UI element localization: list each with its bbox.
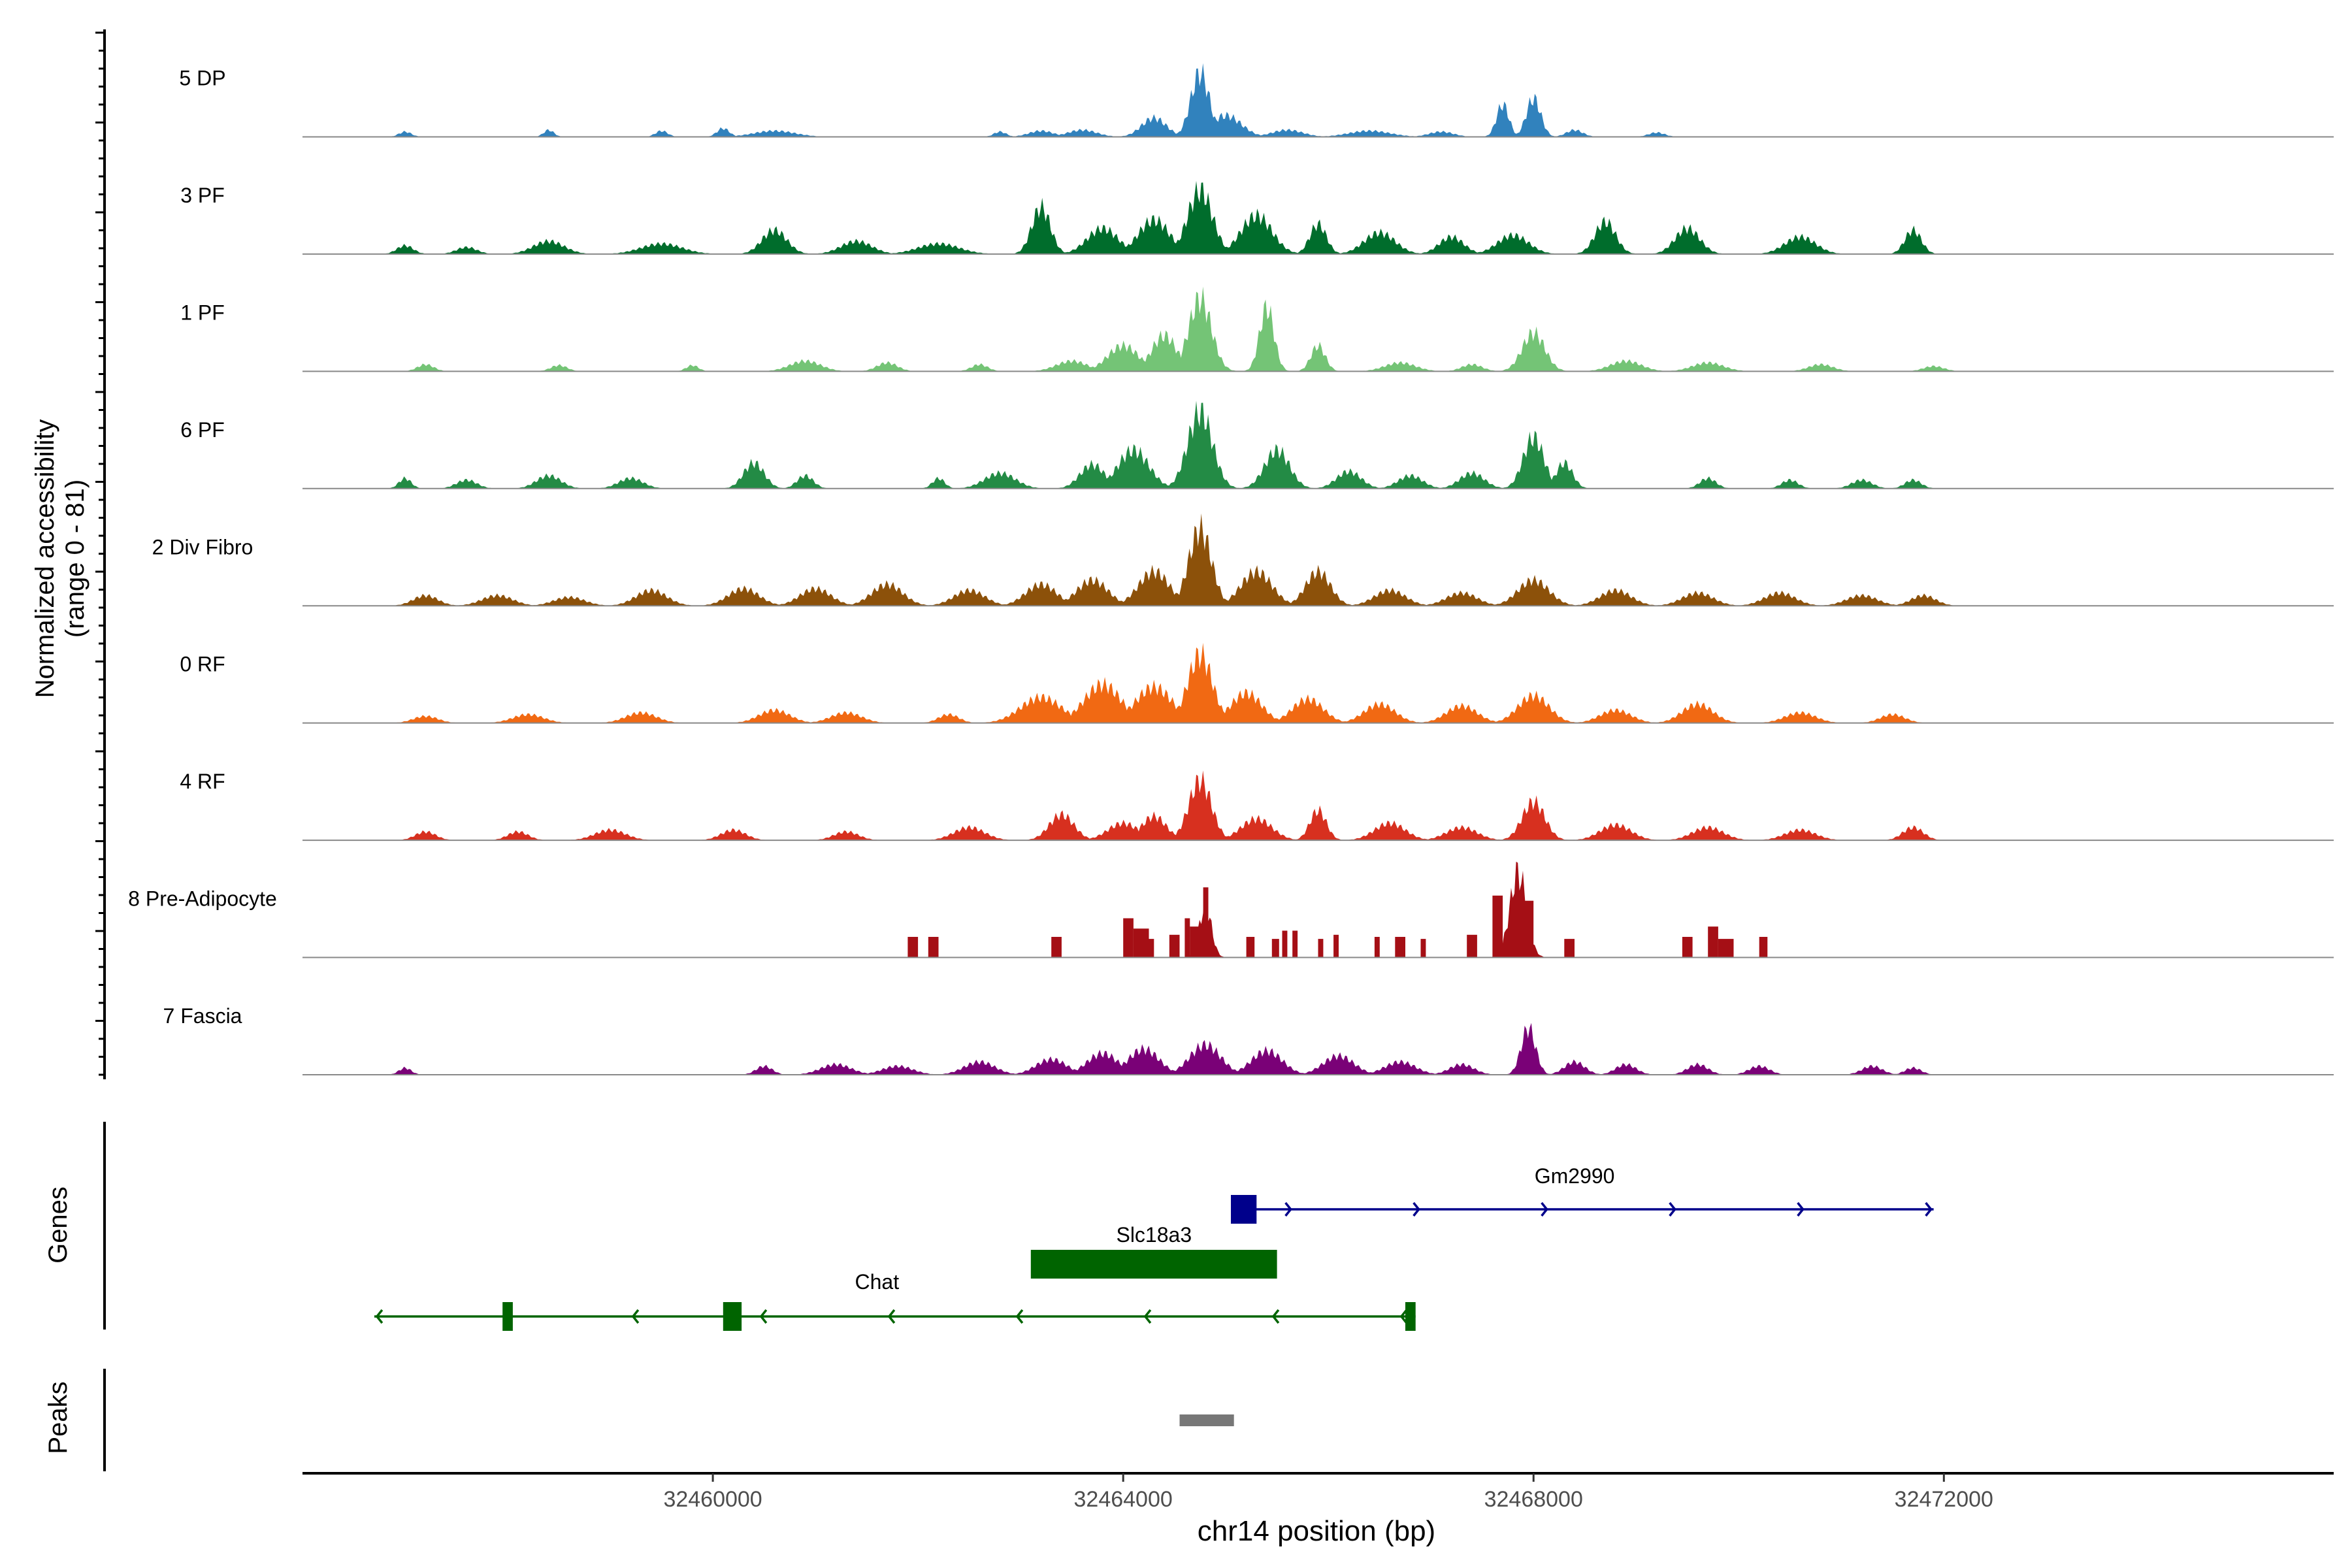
coverage-track: 1 PF	[180, 286, 2334, 372]
track-label: 4 RF	[180, 770, 225, 793]
strand-arrow	[1413, 1201, 1420, 1217]
track-label: 7 Fascia	[163, 1004, 242, 1028]
coverage-area	[302, 513, 2334, 606]
gene-label: Gm2990	[1535, 1164, 1615, 1188]
coverage-block	[1759, 937, 1768, 958]
strand-arrow	[1143, 1309, 1152, 1324]
track-label: 0 RF	[180, 653, 225, 676]
coverage-block	[1420, 939, 1426, 958]
x-tick-label: 32472000	[1895, 1487, 1993, 1512]
coverage-block	[1184, 918, 1190, 958]
gene-label: Chat	[855, 1270, 900, 1294]
coverage-area	[302, 400, 2334, 489]
coverage-block	[1271, 939, 1279, 958]
peaks-track-label: Peaks	[44, 1381, 73, 1454]
coverage-track: 8 Pre-Adipocyte	[128, 861, 2334, 958]
coverage-track: 2 Div Fibro	[152, 513, 2334, 607]
track-label: 5 DP	[179, 67, 225, 90]
coverage-block	[1467, 934, 1477, 958]
x-tick-label: 32460000	[663, 1487, 762, 1512]
gene: Gm2990	[1231, 1164, 1934, 1224]
coverage-block	[1333, 934, 1339, 958]
x-axis-label: chr14 position (bp)	[1198, 1515, 1435, 1547]
x-axis: 32460000 32464000 32468000 32472000	[302, 1472, 2334, 1512]
gene-label: Slc18a3	[1116, 1223, 1192, 1247]
coverage-block	[1203, 887, 1209, 958]
x-tick-label: 32464000	[1074, 1487, 1173, 1512]
strand-arrow	[1669, 1201, 1676, 1217]
track-label: 6 PF	[180, 418, 225, 442]
track-label: 8 Pre-Adipocyte	[128, 887, 277, 911]
coverage-panel: 5 DP 3 PF 1 PF 6 PF 2 Div Fibro 0 RF 4 RF 8 Pre…	[95, 29, 2334, 1079]
coverage-block	[1051, 937, 1062, 958]
strand-arrow	[1797, 1201, 1805, 1217]
track-label: 2 Div Fibro	[152, 535, 253, 559]
coverage-track: 4 RF	[180, 770, 2334, 841]
gene-exon	[1030, 1250, 1277, 1279]
strand-arrow	[631, 1309, 640, 1324]
coverage-y-axis-label-line2: (range 0 - 81)	[61, 480, 90, 638]
coverage-y-axis-label-line1: Normalized accessibility	[31, 419, 59, 698]
gene-exon	[502, 1302, 513, 1331]
gene: Slc18a3	[1030, 1223, 1277, 1279]
peaks-panel	[103, 1369, 1234, 1471]
coverage-area	[302, 286, 2334, 372]
coverage-area	[302, 1022, 2334, 1075]
strand-arrow	[887, 1309, 896, 1324]
coverage-block	[1708, 926, 1718, 958]
genes-track-label: Genes	[44, 1186, 73, 1264]
gene: Chat	[374, 1270, 1416, 1331]
coverage-track: 6 PF	[180, 400, 2334, 489]
coverage-block	[1682, 937, 1693, 958]
coverage-block	[1190, 926, 1203, 958]
coverage-block	[1246, 937, 1255, 958]
track-label: 1 PF	[180, 301, 225, 324]
gene-exon	[1231, 1195, 1257, 1224]
strand-arrow	[1015, 1309, 1024, 1324]
peak-region	[1179, 1414, 1234, 1426]
coverage-area	[302, 770, 2334, 841]
coverage-block	[1123, 918, 1134, 958]
gene-exon	[1405, 1302, 1416, 1331]
coverage-block	[907, 937, 919, 958]
track-label: 3 PF	[180, 184, 225, 207]
coverage-track: 5 DP	[179, 63, 2334, 138]
coverage-block	[1492, 895, 1503, 958]
coverage-area	[302, 642, 2334, 723]
x-tick-label: 32468000	[1484, 1487, 1583, 1512]
coverage-block	[1318, 939, 1324, 958]
coverage-block	[1169, 934, 1180, 958]
strand-arrow	[1271, 1309, 1280, 1324]
coverage-block	[1133, 928, 1149, 958]
coverage-track: 0 RF	[180, 642, 2334, 724]
strand-arrow	[1541, 1201, 1548, 1217]
coverage-block	[1292, 930, 1298, 958]
coverage-block	[928, 937, 939, 958]
coverage-block	[1395, 937, 1405, 958]
gene-exon	[723, 1302, 742, 1331]
coverage-block	[1149, 939, 1154, 958]
genes-panel: Gm2990 Slc18a3 Chat	[103, 1122, 1934, 1331]
coverage-block	[1282, 930, 1288, 958]
coverage-block	[1374, 937, 1380, 958]
coverage-area	[302, 63, 2334, 137]
strand-arrow	[759, 1309, 768, 1324]
strand-arrow	[1399, 1309, 1408, 1324]
coverage-track: 3 PF	[180, 180, 2334, 255]
coverage-block	[1564, 939, 1575, 958]
coverage-block	[1523, 900, 1534, 958]
strand-arrow	[375, 1309, 384, 1324]
strand-arrow	[1284, 1201, 1292, 1217]
strand-arrow	[1925, 1201, 1933, 1217]
coverage-area	[302, 180, 2334, 254]
coverage-block	[1718, 939, 1734, 958]
coverage-track: 7 Fascia	[163, 1004, 2334, 1075]
